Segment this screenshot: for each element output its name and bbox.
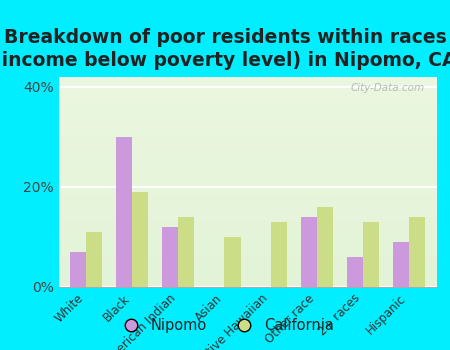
Bar <box>346 257 363 287</box>
Bar <box>409 217 425 287</box>
Bar <box>301 217 317 287</box>
Bar <box>363 222 379 287</box>
Bar <box>116 137 132 287</box>
Text: Breakdown of poor residents within races
(income below poverty level) in Nipomo,: Breakdown of poor residents within races… <box>0 28 450 70</box>
Bar <box>270 222 287 287</box>
Bar <box>317 207 333 287</box>
Bar <box>162 227 178 287</box>
Bar <box>132 192 148 287</box>
Bar <box>225 237 241 287</box>
Bar <box>86 232 102 287</box>
Bar <box>178 217 194 287</box>
Text: City-Data.com: City-Data.com <box>351 83 425 93</box>
Bar <box>70 252 86 287</box>
Bar <box>393 242 409 287</box>
Legend: Nipomo, California: Nipomo, California <box>110 313 340 339</box>
